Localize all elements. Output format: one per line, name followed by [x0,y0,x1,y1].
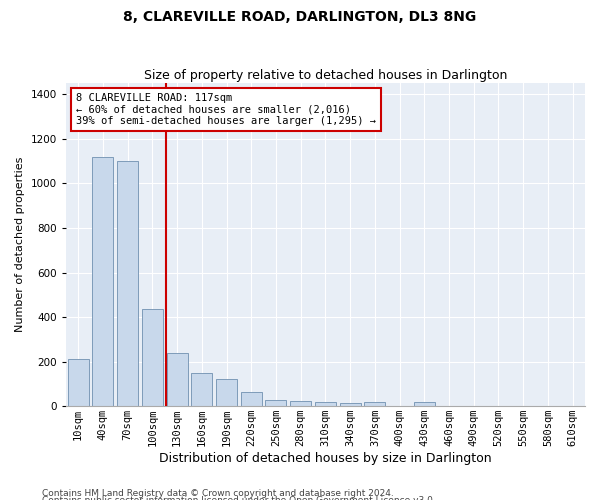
Bar [216,380,237,406]
Bar [265,400,286,406]
Bar [142,310,163,406]
Bar [414,402,435,406]
Bar [241,392,262,406]
Bar [340,403,361,406]
Text: Contains public sector information licensed under the Open Government Licence v3: Contains public sector information licen… [42,496,436,500]
X-axis label: Distribution of detached houses by size in Darlington: Distribution of detached houses by size … [159,452,492,465]
Text: 8 CLAREVILLE ROAD: 117sqm
← 60% of detached houses are smaller (2,016)
39% of se: 8 CLAREVILLE ROAD: 117sqm ← 60% of detac… [76,93,376,126]
Bar [117,161,138,406]
Y-axis label: Number of detached properties: Number of detached properties [15,157,25,332]
Bar [167,352,188,406]
Bar [92,156,113,406]
Bar [191,373,212,406]
Bar [290,402,311,406]
Text: Contains HM Land Registry data © Crown copyright and database right 2024.: Contains HM Land Registry data © Crown c… [42,488,394,498]
Bar [68,360,89,406]
Title: Size of property relative to detached houses in Darlington: Size of property relative to detached ho… [144,69,507,82]
Bar [315,402,336,406]
Text: 8, CLAREVILLE ROAD, DARLINGTON, DL3 8NG: 8, CLAREVILLE ROAD, DARLINGTON, DL3 8NG [124,10,476,24]
Bar [364,402,385,406]
